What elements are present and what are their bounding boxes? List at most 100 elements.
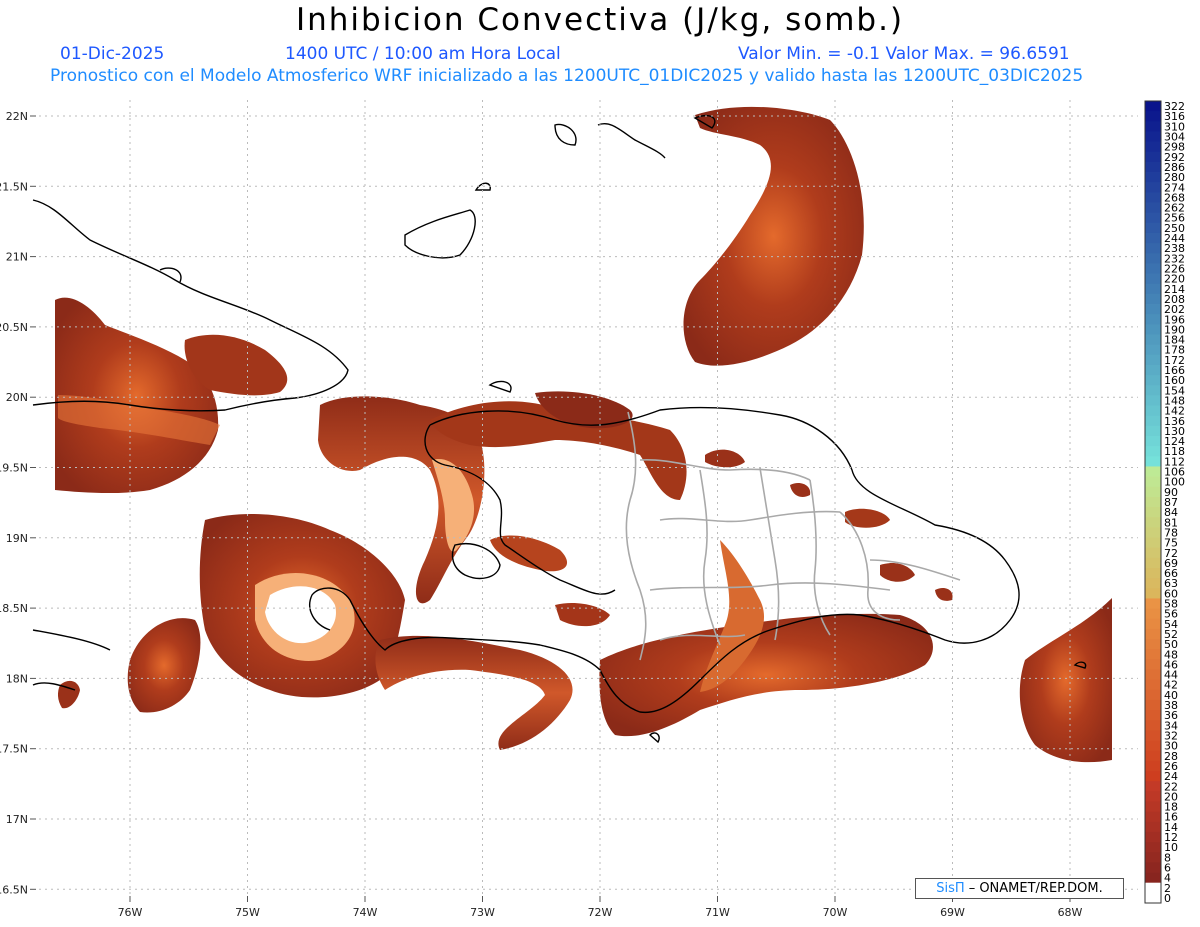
- colorbar-swatch: [1145, 496, 1161, 508]
- lat-tick-label: 17N: [6, 813, 28, 826]
- colorbar-swatch: [1145, 415, 1161, 427]
- colorbar-label: 142: [1164, 405, 1185, 418]
- colorbar-swatch: [1145, 598, 1161, 609]
- colorbar-swatch: [1145, 364, 1161, 376]
- colorbar-label: 87: [1164, 496, 1178, 509]
- colorbar-swatch: [1145, 527, 1161, 538]
- colorbar-label: 26: [1164, 760, 1178, 773]
- colorbar-label: 36: [1164, 709, 1178, 722]
- colorbar-label: 58: [1164, 598, 1178, 611]
- colorbar-swatch: [1145, 730, 1161, 741]
- cin-area-haiti-north-hot: [432, 459, 475, 552]
- colorbar-label: 316: [1164, 110, 1185, 123]
- lat-tick-label: 16.5N: [0, 883, 28, 896]
- colorbar-swatch: [1145, 872, 1161, 884]
- forecast-time: 1400 UTC / 10:00 am Hora Local: [285, 44, 561, 64]
- colorbar-swatch: [1145, 852, 1161, 863]
- colorbar-label: 280: [1164, 171, 1185, 184]
- cin-area-east: [1019, 598, 1112, 763]
- colorbar-label: 32: [1164, 729, 1178, 742]
- colorbar-label: 56: [1164, 608, 1178, 621]
- colorbar-swatch: [1145, 385, 1161, 396]
- colorbar-swatch: [1145, 639, 1161, 650]
- colorbar-swatch: [1145, 831, 1161, 843]
- colorbar-swatch: [1145, 811, 1161, 823]
- colorbar-swatch: [1145, 222, 1161, 234]
- colorbar-swatch: [1145, 476, 1161, 488]
- colorbar-swatch: [1145, 131, 1161, 143]
- colorbar-swatch: [1145, 821, 1161, 833]
- lon-tick-label: 74W: [353, 906, 378, 919]
- lat-tick-label: 18N: [6, 672, 28, 685]
- colorbar-swatch: [1145, 344, 1161, 356]
- cin-area-northeast: [683, 106, 864, 366]
- lon-tick-label: 75W: [235, 906, 260, 919]
- colorbar-swatch: [1145, 699, 1161, 711]
- colorbar-label: 28: [1164, 750, 1178, 763]
- lat-tick-label: 20.5N: [0, 321, 28, 334]
- colorbar-swatch: [1145, 588, 1161, 599]
- colorbar-swatch: [1145, 567, 1161, 579]
- sispi-logo: SisΠ: [936, 881, 965, 896]
- colorbar-swatch: [1145, 689, 1161, 701]
- colorbar-swatch: [1145, 750, 1161, 762]
- colorbar-label: 12: [1164, 831, 1178, 844]
- colorbar-label: 46: [1164, 658, 1178, 671]
- colorbar-swatch: [1145, 710, 1161, 721]
- colorbar-label: 256: [1164, 212, 1185, 225]
- cin-area-west-band: [58, 395, 220, 445]
- colorbar-label: 124: [1164, 435, 1185, 448]
- lon-tick-label: 76W: [118, 906, 143, 919]
- colorbar-frame: [1144, 100, 1162, 904]
- cin-area-north-coast: [430, 401, 687, 500]
- colorbar-swatch: [1145, 791, 1161, 802]
- cin-area-south-west-blob: [127, 618, 201, 713]
- colorbar-label: 202: [1164, 303, 1185, 316]
- colorbar-swatch: [1145, 375, 1161, 386]
- colorbar-label: 118: [1164, 445, 1185, 458]
- colorbar-swatch: [1145, 405, 1161, 417]
- colorbar-label: 54: [1164, 618, 1178, 631]
- colorbar-swatch: [1145, 507, 1161, 518]
- lat-tick-label: 18.5N: [0, 602, 28, 615]
- cin-area-haiti-north: [318, 396, 485, 604]
- colorbar-label: 148: [1164, 394, 1185, 407]
- colorbar-swatch: [1145, 446, 1161, 457]
- colorbar-swatch: [1145, 182, 1161, 193]
- lat-tick-label: 21.5N: [0, 180, 28, 193]
- colorbar-swatch: [1145, 151, 1161, 163]
- colorbar-label: 112: [1164, 455, 1185, 468]
- colorbar-swatch: [1145, 720, 1161, 731]
- colorbar-label: 214: [1164, 283, 1185, 296]
- colorbar-label: 44: [1164, 669, 1178, 682]
- colorbar-label: 2: [1164, 882, 1171, 895]
- colorbar-label: 154: [1164, 384, 1185, 397]
- colorbar-label: 18: [1164, 801, 1178, 814]
- colorbar-swatch: [1145, 486, 1161, 498]
- colorbar-label: 310: [1164, 120, 1185, 133]
- colorbar-label: 72: [1164, 547, 1178, 560]
- colorbar-label: 274: [1164, 181, 1185, 194]
- colorbar-label: 232: [1164, 252, 1185, 265]
- cin-area-cuba-east: [184, 334, 288, 396]
- colorbar-label: 8: [1164, 851, 1171, 864]
- colorbar-label: 100: [1164, 476, 1185, 489]
- colorbar-label: 24: [1164, 770, 1178, 783]
- cin-cell: [490, 535, 568, 572]
- lat-tick-label: 19.5N: [0, 462, 28, 475]
- colorbar-label: 30: [1164, 740, 1178, 753]
- colorbar-label: 69: [1164, 557, 1178, 570]
- colorbar-swatch: [1145, 425, 1161, 437]
- colorbar-label: 81: [1164, 516, 1178, 529]
- colorbar-swatch: [1145, 760, 1161, 772]
- colorbar-label: 160: [1164, 374, 1185, 387]
- colorbar-swatch: [1145, 212, 1161, 224]
- graticule: [39, 100, 1138, 894]
- coastlines: [32, 114, 1087, 744]
- cin-area-dr-east-small: [845, 508, 890, 528]
- lon-tick-label: 71W: [705, 906, 730, 919]
- cin-cell: [790, 483, 811, 497]
- province-borders: [625, 411, 961, 661]
- colorbar-swatch: [1145, 101, 1161, 112]
- colorbar-label: 0: [1164, 892, 1171, 905]
